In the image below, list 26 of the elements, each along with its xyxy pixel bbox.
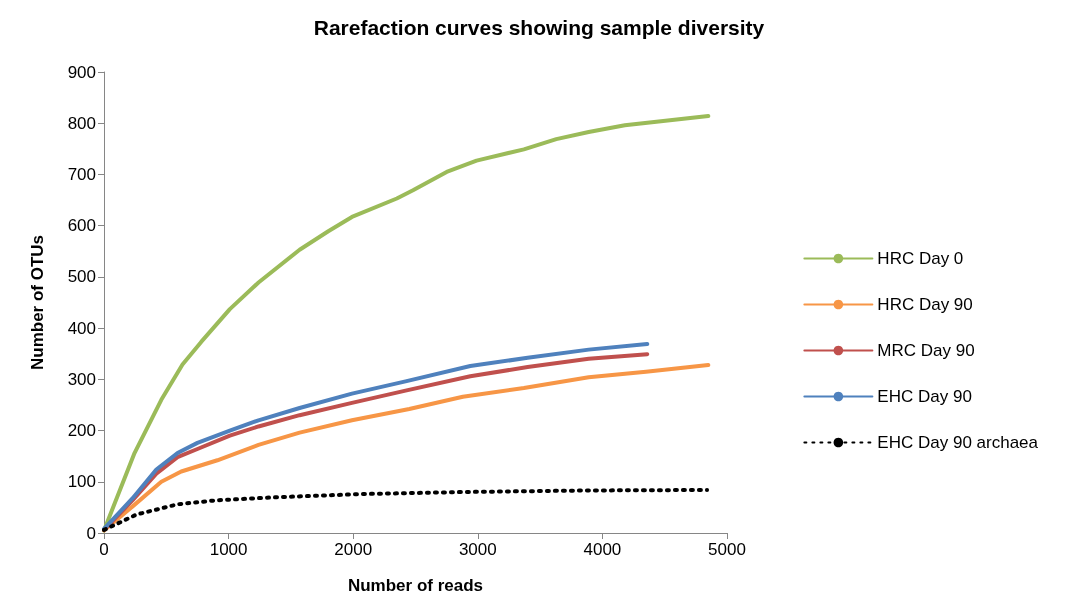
legend-label: EHC Day 90 (877, 387, 972, 406)
y-tick-label: 600 (67, 216, 96, 236)
line-series (102, 487, 710, 532)
chart-title: Rarefaction curves showing sample diversity (313, 16, 765, 39)
x-axis-title: Number of reads (347, 576, 484, 595)
x-tick-label: 3000 (458, 540, 497, 559)
y-axis-title: Number of OTUs (28, 234, 47, 371)
y-tick-label: 700 (67, 164, 96, 184)
y-tick-label: 400 (67, 318, 96, 338)
x-tick-label: 2000 (334, 540, 373, 559)
x-tick-label: 0 (99, 540, 109, 559)
y-tick-label: 900 (67, 62, 96, 82)
y-tick-label: 500 (67, 267, 96, 287)
x-tick-label: 1000 (209, 540, 248, 559)
legend-label: EHC Day 90 archaea (877, 433, 1039, 452)
line-series (102, 362, 711, 533)
legend-label: HRC Day 0 (877, 249, 964, 268)
x-tick-label: 4000 (583, 540, 622, 559)
y-tick-label: 200 (67, 421, 96, 441)
legend-label: HRC Day 90 (877, 295, 973, 314)
y-tick-label: 300 (67, 369, 96, 389)
x-tick-label: 5000 (708, 540, 746, 559)
y-tick-label: 800 (67, 113, 96, 133)
legend-label: MRC Day 90 (877, 341, 975, 360)
y-tick-label: 100 (67, 472, 96, 492)
y-tick-label: 0 (86, 523, 96, 543)
